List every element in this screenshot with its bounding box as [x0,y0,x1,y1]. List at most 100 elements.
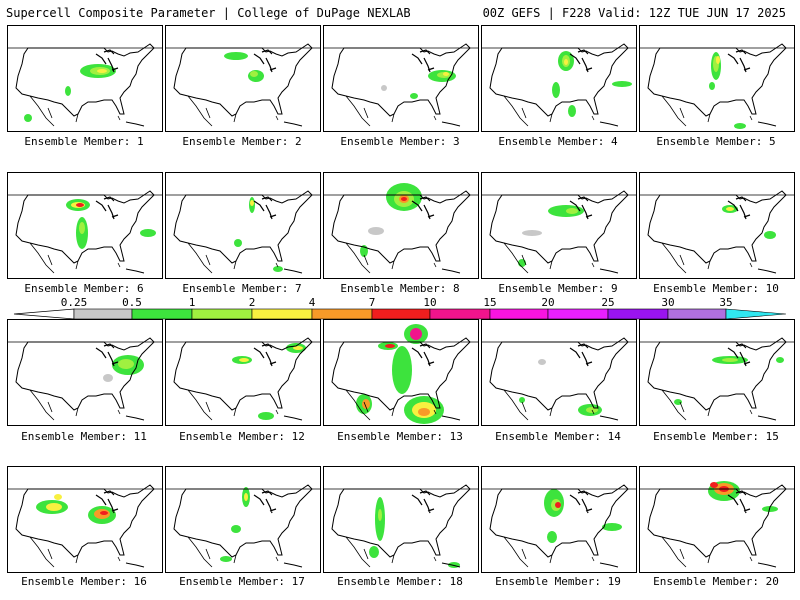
us-map-svg [166,190,320,274]
colorbar-segment [489,308,549,320]
ensemble-member-map-20 [639,466,795,573]
mexico-coastline [345,95,395,127]
us-map-svg [640,190,794,274]
caribbean-island-outline [125,268,145,274]
caribbean-island-outline [125,121,145,127]
great-lakes-outline [569,490,593,514]
scp-contour-area [716,56,720,64]
great-lakes-outline [569,49,593,73]
great-lakes-outline [727,490,751,514]
scp-contour-area [250,200,254,206]
florida-keys-outline [749,409,753,415]
ensemble-member-label-18: Ensemble Member: 18 [337,575,463,588]
scp-contour-area [710,482,718,488]
florida-keys-outline [275,115,279,121]
great-lakes-outline [727,343,751,367]
caribbean-island-outline [757,268,777,274]
scp-contour-area [244,493,248,501]
caribbean-island-outline [283,415,303,421]
us-coastline [647,190,787,264]
ensemble-member-label-6: Ensemble Member: 6 [24,282,144,295]
scp-contour-area [24,114,32,122]
caribbean-island-outline [125,562,145,568]
caribbean-island-outline [283,121,303,127]
colorbar-left-arrow [13,308,75,320]
scp-contour-area [519,397,525,403]
scp-contour-area [674,399,682,405]
mexico-coastline [345,389,395,421]
scp-contour-area [258,412,274,420]
scp-contour-area [362,399,370,409]
great-lakes-outline [411,196,435,220]
us-coastline [331,43,471,117]
us-coastline [15,43,155,117]
scp-contour-area [722,358,738,362]
ensemble-member-label-7: Ensemble Member: 7 [182,282,302,295]
colorbar-tick-label: 0.5 [122,296,142,309]
great-lakes-outline [569,196,593,220]
florida-keys-outline [591,262,595,268]
great-lakes-outline [253,343,277,367]
florida-keys-outline [117,556,121,562]
us-map-svg [8,484,162,568]
ensemble-member-label-4: Ensemble Member: 4 [498,135,618,148]
scp-contour-area [410,93,418,99]
great-lakes-outline [727,49,751,73]
ensemble-member-label-16: Ensemble Member: 16 [21,575,147,588]
scp-contour-area [118,359,134,369]
mexico-coastline [661,389,711,421]
caribbean-island-outline [599,268,619,274]
great-lakes-outline [95,343,119,367]
ensemble-member-map-19 [481,466,637,573]
scp-contour-area [224,52,248,60]
ensemble-member-map-5 [639,25,795,132]
mexico-coastline [187,536,237,568]
florida-keys-outline [117,115,121,121]
us-map-svg [482,43,636,127]
mexico-coastline [29,389,79,421]
scp-contour-area [273,266,283,272]
scp-contour-area [293,346,303,350]
florida-keys-outline [433,115,437,121]
scp-contour-area [776,357,784,363]
scp-contour-area [555,502,561,508]
ensemble-member-label-11: Ensemble Member: 11 [21,430,147,443]
ensemble-member-map-10 [639,172,795,279]
us-coastline [489,337,629,411]
us-coastline [15,337,155,411]
florida-keys-outline [433,262,437,268]
mexico-coastline [187,95,237,127]
mexico-coastline [503,389,553,421]
scp-contour-area [220,556,232,562]
scp-contour-area [612,81,632,87]
ensemble-member-label-14: Ensemble Member: 14 [495,430,621,443]
caribbean-island-outline [283,562,303,568]
ensemble-member-label-8: Ensemble Member: 8 [340,282,460,295]
us-map-svg [8,337,162,421]
colorbar-segment [607,308,669,320]
ensemble-member-map-11 [7,319,163,426]
scp-contour-area [103,374,113,382]
caribbean-island-outline [757,121,777,127]
colorbar-tick-label: 1 [189,296,196,309]
ensemble-member-map-16 [7,466,163,573]
colorbar-tick-label: 0.25 [61,296,88,309]
scp-contour-area [368,227,384,235]
ensemble-member-label-3: Ensemble Member: 3 [340,135,460,148]
scp-contour-area [734,123,746,129]
ensemble-member-label-9: Ensemble Member: 9 [498,282,618,295]
colorbar-tick-label: 7 [369,296,376,309]
caribbean-island-outline [441,415,461,421]
caribbean-island-outline [441,268,461,274]
scp-contour-area [381,85,387,91]
ensemble-member-label-1: Ensemble Member: 1 [24,135,144,148]
ensemble-member-label-20: Ensemble Member: 20 [653,575,779,588]
great-lakes-outline [569,343,593,367]
caribbean-island-outline [441,562,461,568]
colorbar-segment [251,308,313,320]
scp-contour-area [602,523,622,531]
scp-contour-area [65,86,71,96]
great-lakes-outline [253,49,277,73]
scp-contour-area [378,509,382,521]
mexico-coastline [503,536,553,568]
